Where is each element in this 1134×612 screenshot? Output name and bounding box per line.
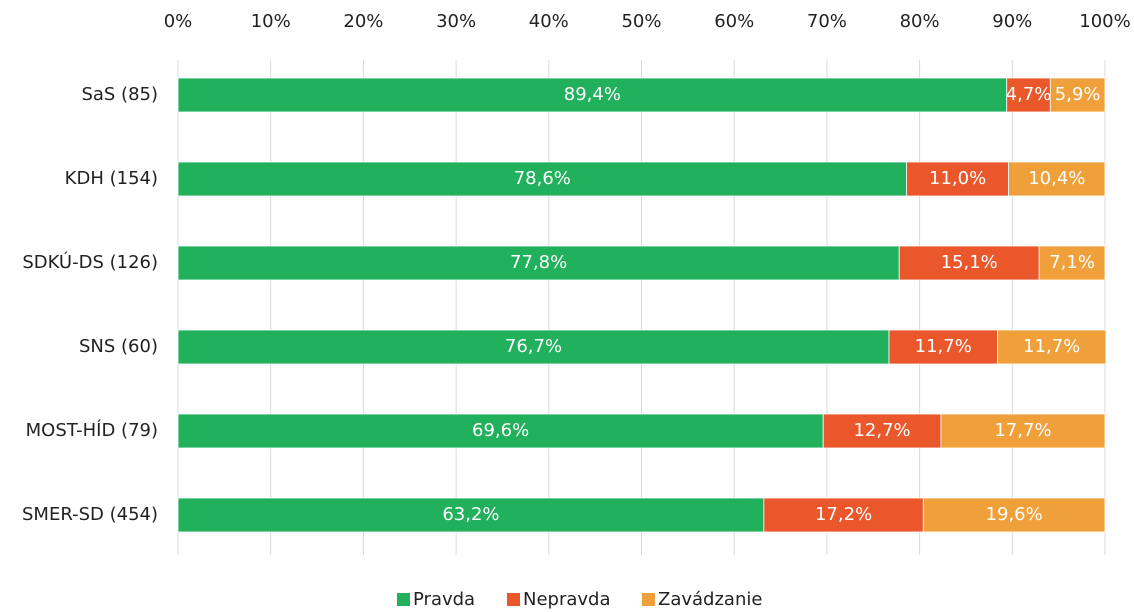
value-label: 76,7% — [505, 336, 562, 357]
bar-segment — [922, 497, 1106, 533]
legend-label: Pravda — [413, 589, 475, 610]
bar-segment — [997, 329, 1107, 365]
bar-segment — [177, 497, 765, 533]
bar-segment — [1038, 245, 1106, 281]
value-label: 12,7% — [853, 420, 910, 441]
x-tick-label: 60% — [714, 11, 754, 32]
x-tick-label: 40% — [529, 11, 569, 32]
bar-segment — [906, 161, 1009, 197]
x-tick-label: 80% — [900, 11, 940, 32]
value-label: 77,8% — [510, 252, 567, 273]
x-tick-label: 20% — [343, 11, 383, 32]
value-label: 4,7% — [1006, 84, 1052, 105]
value-label: 78,6% — [514, 168, 571, 189]
bar-segment — [1006, 77, 1051, 113]
bar-segment — [177, 161, 908, 197]
bar-segment — [888, 329, 998, 365]
value-label: 11,7% — [1023, 336, 1080, 357]
x-tick-label: 10% — [251, 11, 291, 32]
value-label: 63,2% — [442, 504, 499, 525]
value-label: 11,7% — [915, 336, 972, 357]
x-tick-label: 70% — [807, 11, 847, 32]
y-tick-label: SNS (60) — [79, 336, 158, 357]
x-tick-label: 50% — [621, 11, 661, 32]
bar-segment — [177, 413, 824, 449]
y-tick-label: MOST-HÍD (79) — [26, 419, 158, 441]
value-label: 89,4% — [564, 84, 621, 105]
bar-segment — [763, 497, 924, 533]
value-label: 5,9% — [1055, 84, 1101, 105]
value-label: 17,7% — [994, 420, 1051, 441]
legend-swatch — [642, 593, 655, 606]
legend-label: Nepravda — [523, 589, 611, 610]
value-label: 7,1% — [1049, 252, 1095, 273]
legend-swatch — [397, 593, 410, 606]
bar-segment — [940, 413, 1106, 449]
x-tick-label: 30% — [436, 11, 476, 32]
legend-swatch — [507, 593, 520, 606]
x-tick-label: 90% — [992, 11, 1032, 32]
x-tick-label: 100% — [1079, 11, 1130, 32]
y-tick-label: SMER-SD (454) — [22, 504, 158, 525]
value-label: 11,0% — [929, 168, 986, 189]
y-tick-label: SaS (85) — [81, 84, 158, 105]
bar-segment — [1049, 77, 1106, 113]
y-tick-label: KDH (154) — [65, 168, 158, 189]
y-tick-label: SDKÚ-DS (126) — [22, 251, 158, 273]
bar-segment — [1008, 161, 1106, 197]
value-label: 19,6% — [986, 504, 1043, 525]
value-label: 10,4% — [1028, 168, 1085, 189]
x-tick-label: 0% — [164, 11, 193, 32]
value-label: 15,1% — [941, 252, 998, 273]
bar-segment — [177, 77, 1008, 113]
bar-segment — [177, 329, 890, 365]
value-label: 69,6% — [472, 420, 529, 441]
bar-segment — [822, 413, 942, 449]
value-label: 17,2% — [815, 504, 872, 525]
legend-label: Zavádzanie — [658, 589, 762, 610]
bar-segment — [177, 245, 900, 281]
